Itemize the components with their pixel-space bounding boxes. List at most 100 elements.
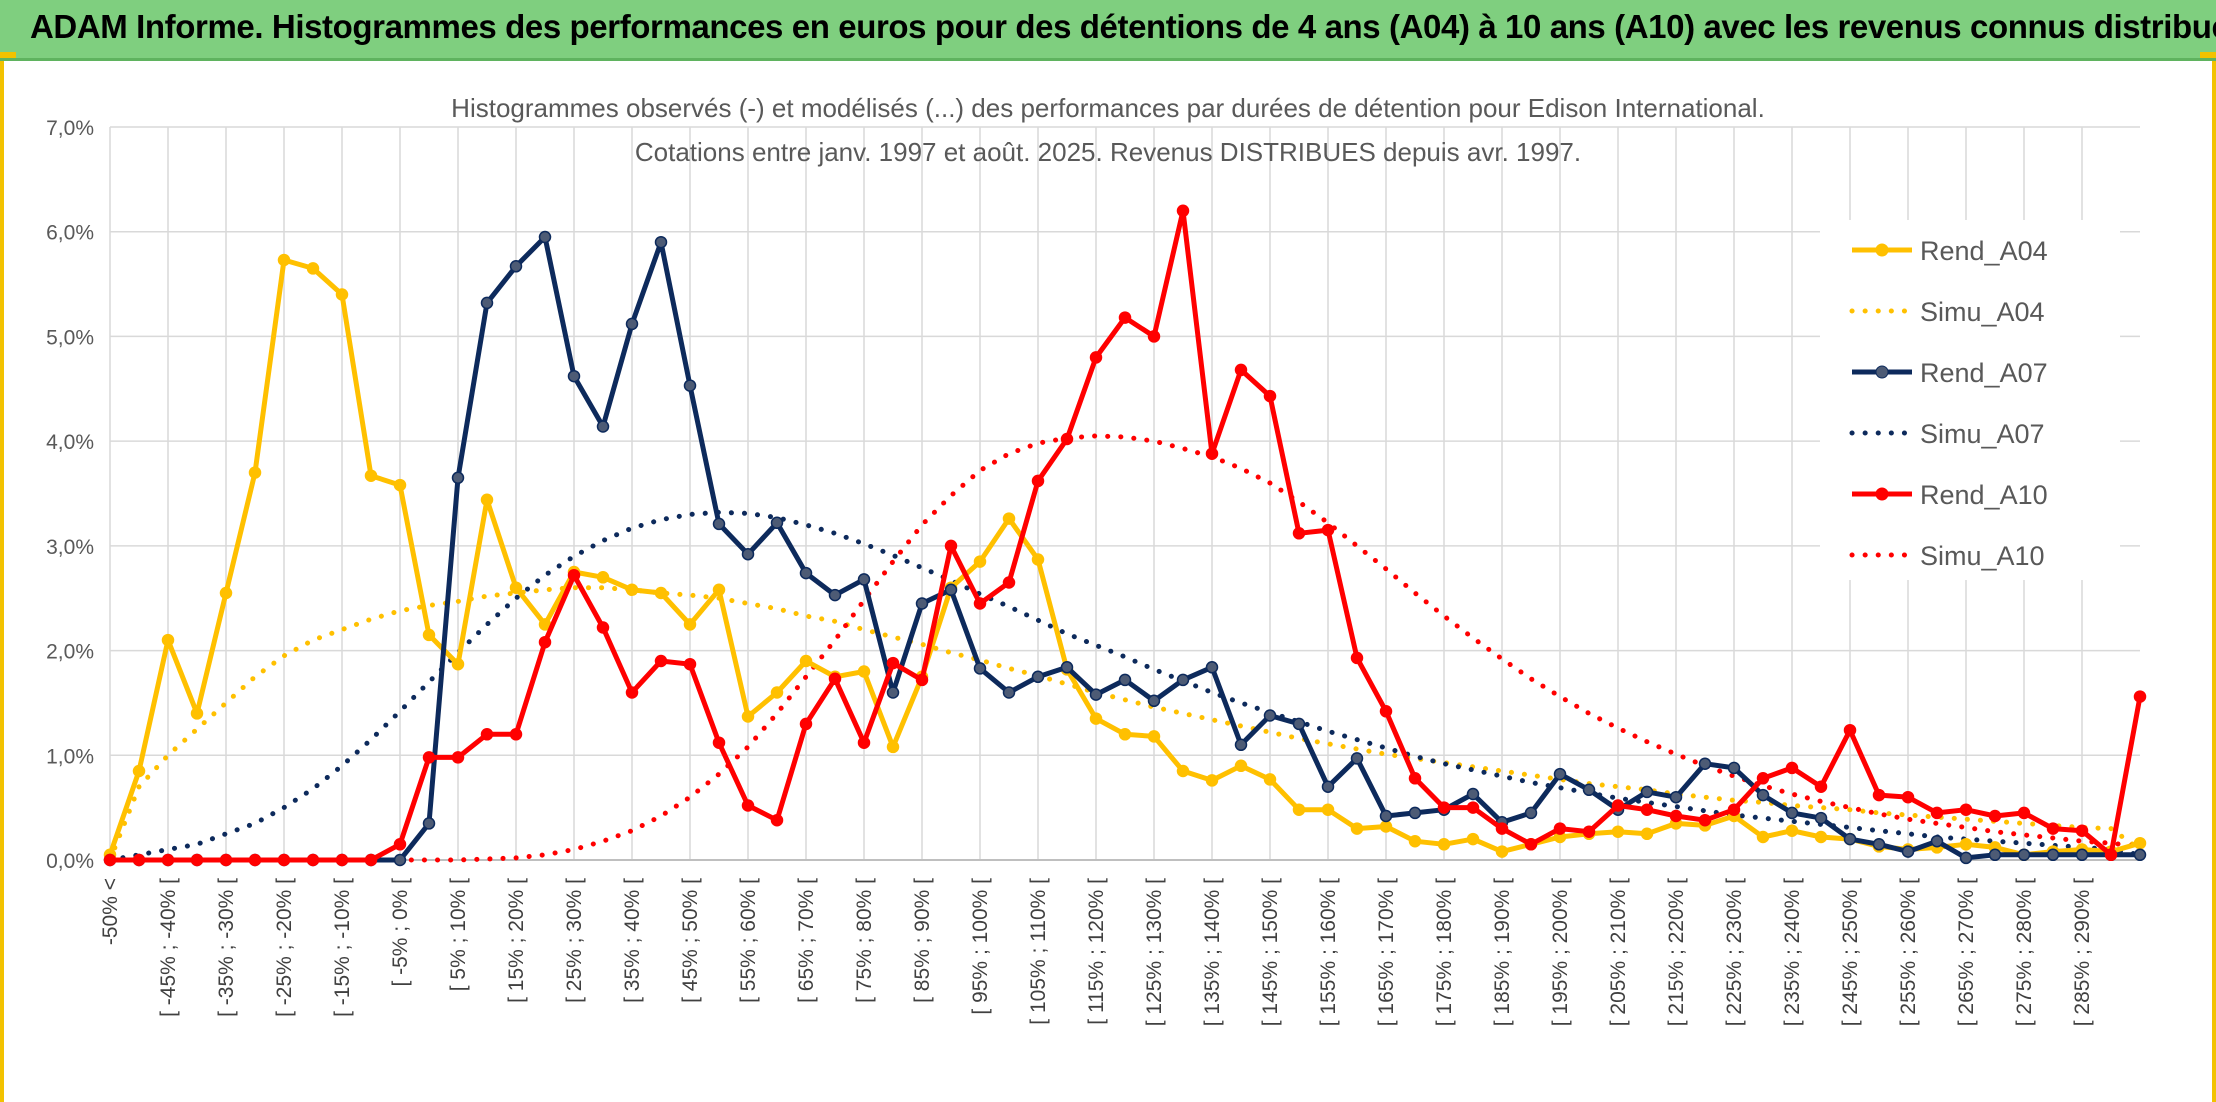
x-tick-label: [ 285% ; 290% [ (2071, 878, 2094, 1026)
point-Rend_A07 (1814, 811, 1828, 825)
point-Rend_A07 (1408, 806, 1422, 820)
legend-item-Simu_A10: Simu_A10 (1849, 541, 2045, 571)
point-Rend_A07 (1292, 717, 1306, 731)
point-Rend_A07 (712, 517, 726, 531)
point-Rend_A07 (1872, 838, 1886, 851)
point-Rend_A07 (1118, 673, 1132, 687)
point-Rend_A10 (1234, 363, 1248, 377)
point-Rend_A07 (857, 573, 871, 586)
point-Rend_A10 (2133, 690, 2147, 703)
x-tick-label: [ -15% ; -10% [ (331, 878, 354, 1017)
point-Rend_A07 (1060, 661, 1074, 674)
point-Rend_A10 (1582, 825, 1596, 838)
legend-label: Simu_A04 (1920, 297, 2045, 327)
x-tick-label: [ 225% ; 230% [ (1723, 878, 1746, 1026)
point-Rend_A10 (1147, 330, 1161, 343)
point-Rend_A07 (1147, 694, 1161, 708)
x-tick-label: [ -25% ; -20% [ (273, 878, 296, 1017)
point-Rend_A07 (480, 296, 494, 310)
point-Rend_A07 (1843, 832, 1857, 846)
x-tick-label: [ 15% ; 20% [ (505, 878, 528, 1003)
series-Simu_A10 (107, 433, 2143, 863)
legend-marker (1875, 487, 1889, 501)
legend-box (1820, 220, 2120, 580)
point-Rend_A04 (1205, 774, 1219, 787)
point-Rend_A04 (1408, 834, 1422, 848)
point-Rend_A10 (770, 813, 784, 827)
point-Rend_A07 (915, 597, 929, 610)
y-tick-label: 5,0% (46, 326, 94, 349)
point-Rend_A10 (944, 539, 958, 553)
point-Rend_A07 (1089, 688, 1103, 701)
x-tick-label: [ 205% ; 210% [ (1607, 878, 1630, 1026)
x-tick-label: [ -5% ; 0% [ (389, 878, 412, 987)
x-tick-label: [ -45% ; -40% [ (157, 878, 180, 1017)
series-Rend_A10 (103, 204, 2147, 867)
banner-corner-right (2200, 52, 2216, 58)
x-axis-tick-labels: -50% < [ -45% ; -40% [[ -35% ; -30% [[ -2… (99, 878, 2094, 1026)
line-Simu_A10 (107, 433, 2143, 863)
point-Rend_A07 (1176, 673, 1190, 687)
point-Rend_A04 (1814, 830, 1828, 844)
point-Rend_A10 (1524, 838, 1538, 851)
point-Rend_A10 (1118, 311, 1132, 324)
point-Rend_A10 (1553, 822, 1567, 835)
chart-legend: Rend_A04 Simu_A04 Rend_A07 Simu_A07 Rend_A10… (1820, 220, 2120, 580)
x-tick-label: [ 65% ; 70% [ (795, 878, 818, 1003)
point-Rend_A10 (1466, 801, 1480, 814)
point-Rend_A07 (683, 379, 697, 392)
point-Rend_A04 (857, 665, 871, 678)
point-Rend_A10 (161, 853, 175, 867)
point-Rend_A07 (451, 471, 465, 485)
y-tick-label: 7,0% (46, 117, 94, 140)
point-Rend_A04 (1785, 824, 1799, 837)
point-Rend_A10 (828, 672, 842, 686)
point-Rend_A10 (1669, 809, 1683, 823)
point-Rend_A10 (567, 568, 581, 582)
x-tick-label: [ 145% ; 150% [ (1259, 878, 1282, 1026)
point-Rend_A07 (596, 420, 610, 433)
point-Rend_A10 (1756, 772, 1770, 785)
x-tick-label: [ 195% ; 200% [ (1549, 878, 1572, 1026)
x-tick-label: [ -35% ; -30% [ (215, 878, 238, 1017)
y-tick-label: 3,0% (46, 536, 94, 559)
point-Rend_A10 (741, 799, 755, 812)
point-Rend_A10 (2046, 822, 2060, 835)
x-tick-label: [ 45% ; 50% [ (679, 878, 702, 1003)
point-Rend_A10 (1698, 813, 1712, 827)
x-tick-label: [ 55% ; 60% [ (737, 878, 760, 1003)
point-Rend_A07 (1959, 851, 1973, 865)
chart-title: Histogrammes observés (-) et modélisés (… (451, 93, 1765, 123)
chart-subtitle: Cotations entre janv. 1997 et août. 2025… (635, 137, 1581, 167)
point-Rend_A04 (451, 657, 465, 671)
point-Rend_A04 (1176, 764, 1190, 778)
point-Rend_A10 (538, 635, 552, 649)
point-Rend_A04 (799, 654, 813, 668)
point-Rend_A04 (1031, 553, 1045, 566)
point-Rend_A10 (2075, 824, 2089, 837)
point-Rend_A07 (625, 317, 639, 331)
point-Rend_A10 (1843, 723, 1857, 737)
point-Rend_A10 (422, 751, 436, 764)
point-Rend_A07 (828, 588, 842, 602)
x-tick-label: [ 235% ; 240% [ (1781, 878, 1804, 1026)
point-Rend_A10 (1988, 809, 2002, 823)
y-tick-label: 0,0% (46, 850, 94, 873)
x-tick-label: [ 35% ; 40% [ (621, 878, 644, 1003)
point-Rend_A10 (654, 654, 668, 668)
point-Rend_A10 (1727, 803, 1741, 816)
point-Rend_A07 (1785, 806, 1799, 820)
point-Rend_A10 (799, 717, 813, 731)
point-Rend_A04 (1495, 845, 1509, 858)
point-Rend_A07 (1524, 806, 1538, 820)
x-tick-label: [ 75% ; 80% [ (853, 878, 876, 1003)
point-Rend_A04 (654, 586, 668, 600)
point-Rend_A04 (1321, 803, 1335, 816)
point-Rend_A07 (2133, 848, 2147, 862)
legend-marker (1875, 365, 1889, 379)
legend-item-Simu_A07: Simu_A07 (1849, 419, 2045, 449)
point-Rend_A10 (1263, 389, 1277, 403)
point-Rend_A10 (1350, 651, 1364, 665)
point-Rend_A07 (1234, 738, 1248, 752)
point-Rend_A04 (161, 633, 175, 647)
